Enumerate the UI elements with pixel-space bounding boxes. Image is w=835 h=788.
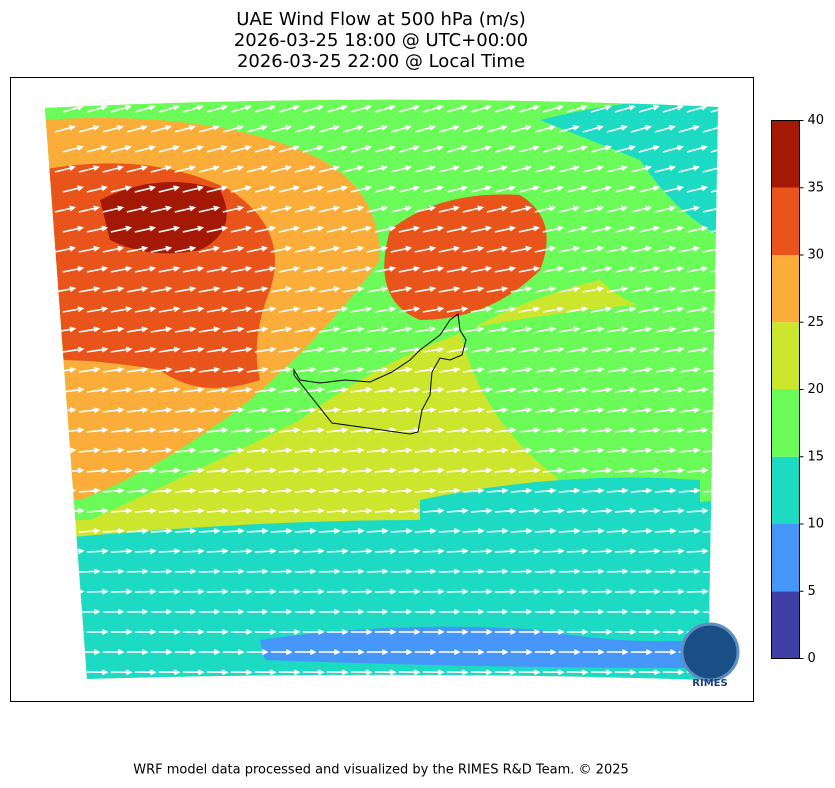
logo: RIMES xyxy=(680,622,740,689)
uae-outline xyxy=(293,313,467,435)
colorbar-frame xyxy=(771,120,800,659)
colorbar xyxy=(771,120,804,659)
logo-emblem xyxy=(680,622,740,682)
map-frame xyxy=(10,77,754,702)
colorbar-tick-label: 40 xyxy=(808,113,825,128)
colorbar-band xyxy=(771,322,800,390)
colorbar-band xyxy=(771,524,800,592)
colorbar-band xyxy=(771,591,800,659)
colorbar-band xyxy=(771,456,800,524)
colorbar-tick-label: 30 xyxy=(808,248,825,263)
colorbar-tick-label: 25 xyxy=(808,315,825,330)
colorbar-tick-label: 35 xyxy=(808,180,825,195)
title-line: 2026-03-25 18:00 @ UTC+00:00 xyxy=(234,30,528,51)
contour-fill xyxy=(260,626,700,668)
wind-arrows xyxy=(54,104,718,676)
title-line: UAE Wind Flow at 500 hPa (m/s) xyxy=(236,9,525,30)
contour-fill xyxy=(100,182,227,254)
colorbar-tick-label: 5 xyxy=(808,584,816,599)
colorbar-band xyxy=(771,255,800,323)
contour-fill xyxy=(540,99,718,240)
colorbar-tick-label: 15 xyxy=(808,449,825,464)
contour-fill xyxy=(460,300,718,512)
colorbar-tick-label: 0 xyxy=(808,651,816,666)
colorbar-band xyxy=(771,187,800,255)
title-line: 2026-03-25 22:00 @ Local Time xyxy=(237,51,525,72)
logo-text: RIMES xyxy=(692,678,727,689)
footer: WRF model data processed and visualized … xyxy=(133,763,629,778)
colorbar-tick-label: 10 xyxy=(808,517,825,532)
colorbar-band xyxy=(771,389,800,457)
colorbar-tick-label: 20 xyxy=(808,382,825,397)
wind-speed-field xyxy=(45,99,718,680)
colorbar-band xyxy=(771,120,800,188)
